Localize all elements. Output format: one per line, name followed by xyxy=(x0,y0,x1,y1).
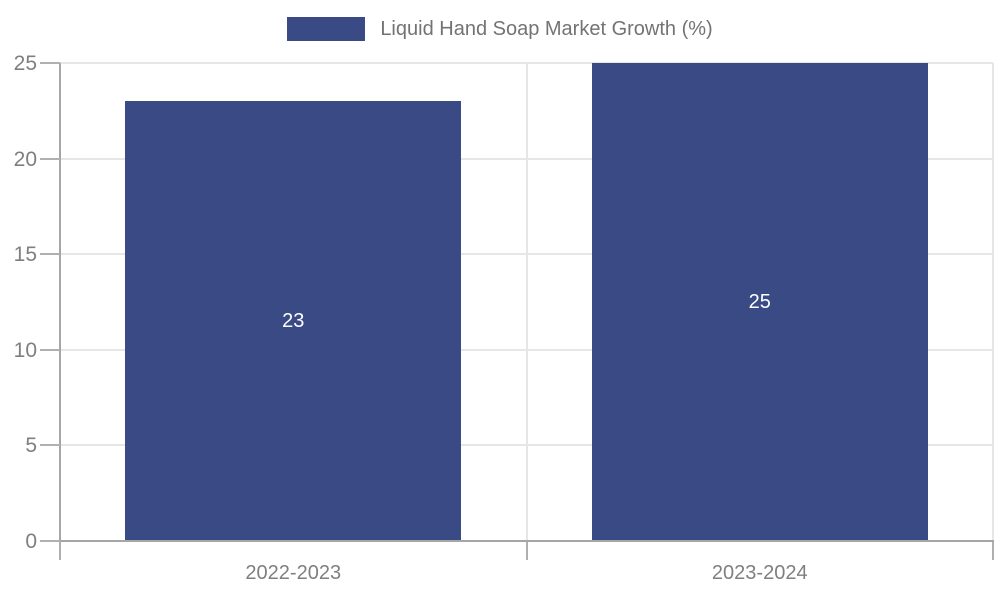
gridline-x-boundary-1 xyxy=(525,63,528,541)
legend-label: Liquid Hand Soap Market Growth (%) xyxy=(380,17,713,40)
legend-swatch xyxy=(287,17,366,41)
x-tick-mark-0 xyxy=(59,542,61,560)
y-tick-mark-5 xyxy=(40,444,60,447)
bar-2022-2023: 23 xyxy=(125,101,462,541)
x-tick-label-2022-2023: 2022-2023 xyxy=(245,562,342,584)
y-axis-line xyxy=(59,63,61,541)
y-tick-mark-20 xyxy=(40,157,60,160)
bar-2023-2024: 25 xyxy=(591,63,928,541)
gridline-x-boundary-2 xyxy=(992,63,994,541)
y-tick-mark-10 xyxy=(40,348,60,351)
x-tick-mark-1 xyxy=(525,542,528,560)
plot-area: 23 25 xyxy=(60,62,994,541)
y-tick-label-15: 15 xyxy=(13,243,37,267)
legend: Liquid Hand Soap Market Growth (%) xyxy=(0,17,1000,41)
bar-value-label-2022-2023: 23 xyxy=(282,310,305,333)
y-tick-label-5: 5 xyxy=(25,434,37,458)
y-tick-mark-25 xyxy=(40,62,60,64)
x-tick-mark-2 xyxy=(992,542,994,560)
x-axis-line xyxy=(59,540,994,542)
y-tick-label-20: 20 xyxy=(13,147,37,171)
y-tick-label-0: 0 xyxy=(25,530,37,553)
y-tick-mark-0 xyxy=(40,540,60,542)
x-tick-label-2023-2024: 2023-2024 xyxy=(711,562,808,584)
bar-value-label-2023-2024: 25 xyxy=(748,291,771,313)
y-tick-label-25: 25 xyxy=(13,52,37,75)
y-tick-label-10: 10 xyxy=(13,338,37,362)
y-tick-mark-15 xyxy=(40,253,60,256)
